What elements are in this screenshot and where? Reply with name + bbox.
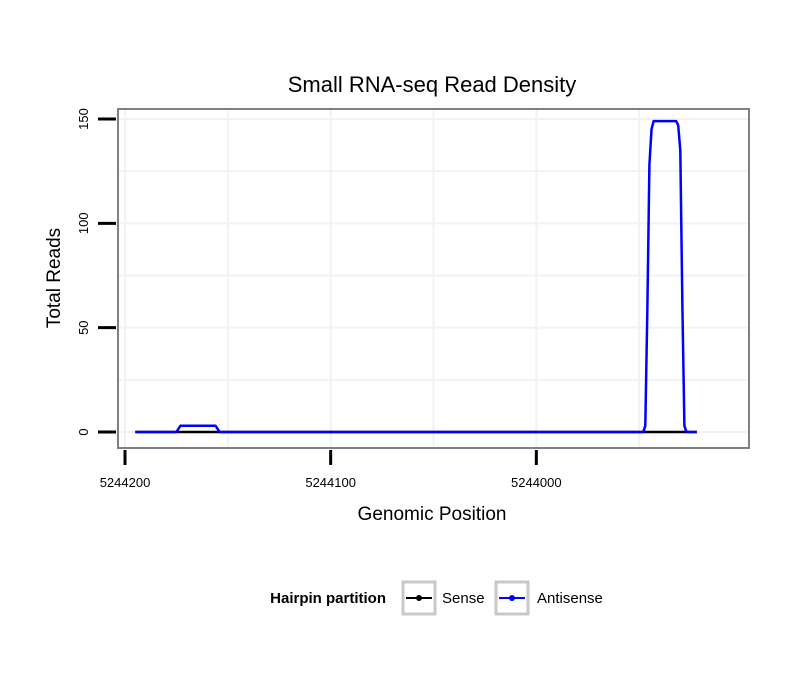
legend-title: Hairpin partition [270,590,386,607]
legend-label-sense: Sense [442,590,485,607]
legend: Hairpin partition Sense Antisense [270,580,603,616]
x-tick-label: 5244200 [100,475,151,490]
legend-item-antisense: Antisense [494,580,603,616]
legend-dot-sense [416,595,422,601]
legend-label-antisense: Antisense [537,590,603,607]
x-tick-label: 5244100 [305,475,356,490]
legend-dot-antisense [509,595,515,601]
axes: 5244200 5244100 5244000 0 50 100 150 [76,108,562,490]
y-tick-label: 150 [76,108,91,130]
x-tick-label: 5244000 [511,475,562,490]
y-axis-title: Total Reads [44,228,65,328]
y-tick-label: 0 [76,428,91,435]
x-axis-title: Genomic Position [358,504,507,525]
series-line-antisense [135,119,697,434]
legend-item-sense: Sense [401,580,485,616]
series-layer [135,119,697,434]
chart-title: Small RNA-seq Read Density [288,72,577,97]
y-tick-label: 50 [76,320,91,334]
y-tick-label: 100 [76,212,91,234]
